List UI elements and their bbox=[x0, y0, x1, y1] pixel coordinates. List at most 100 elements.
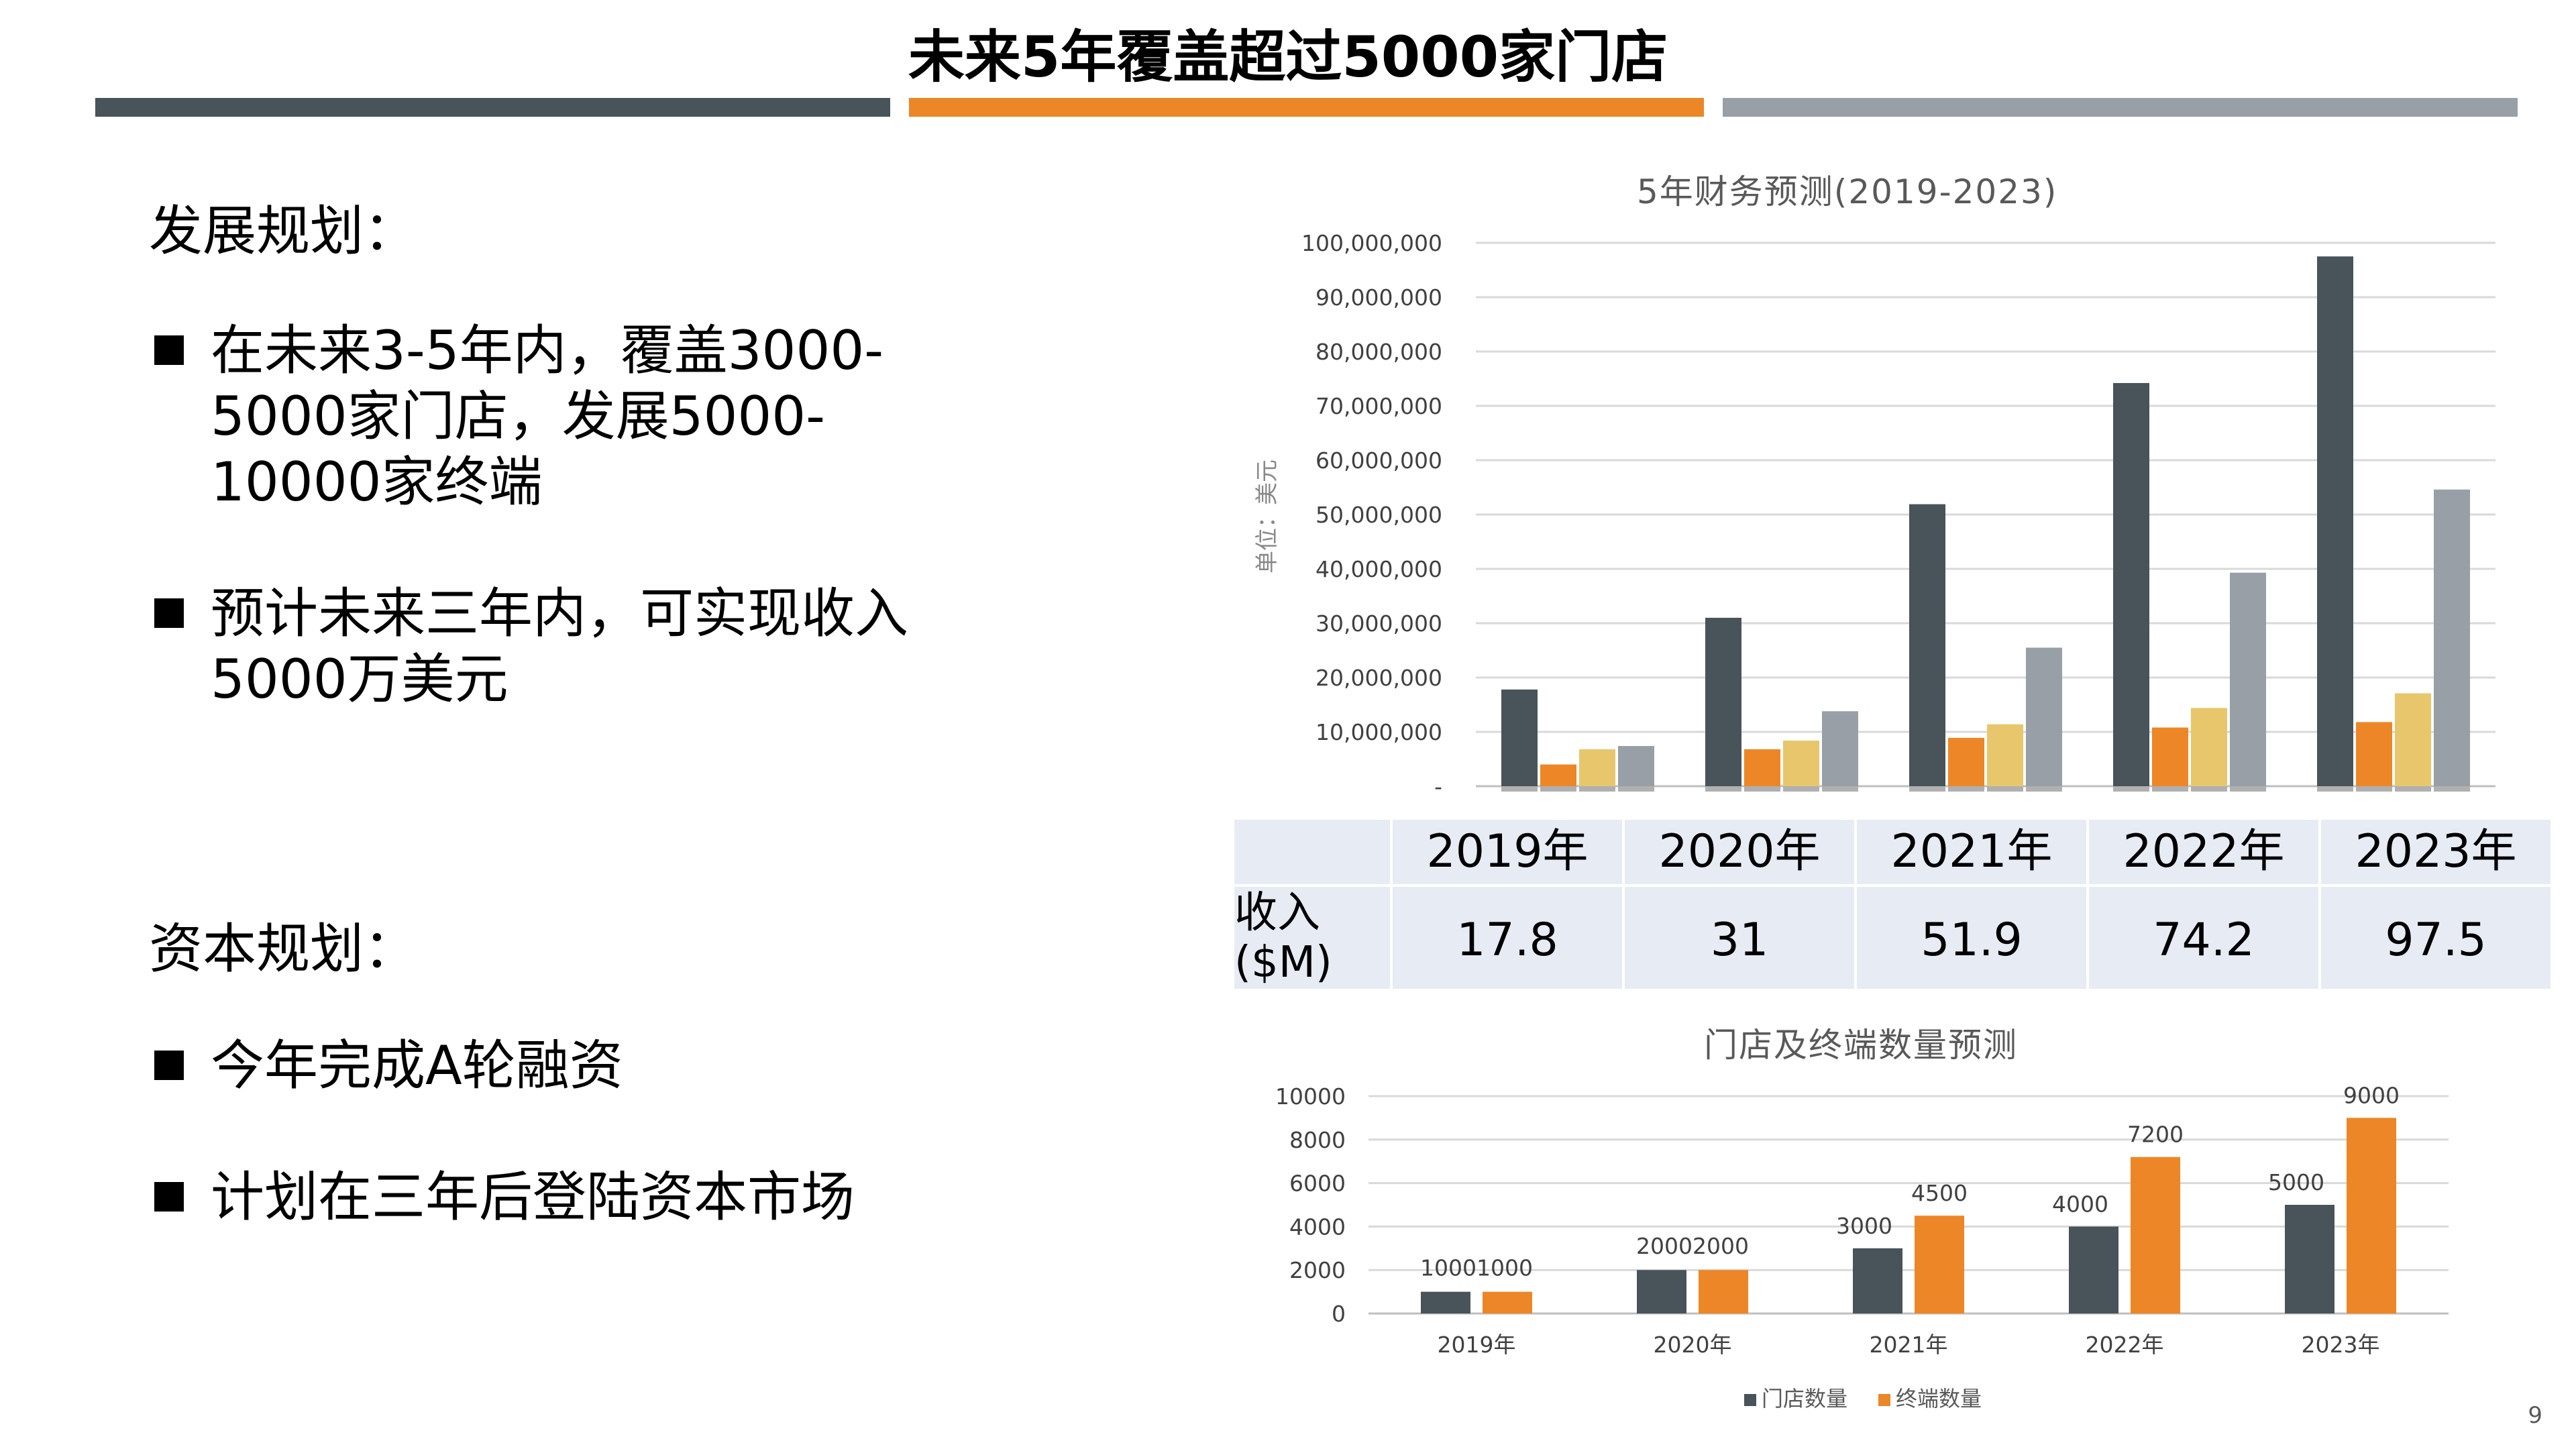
store-data-label: 4500 bbox=[1911, 1180, 1968, 1206]
store-data-label: 5000 bbox=[2268, 1169, 2324, 1195]
store-legend-label: 终端数量 bbox=[1896, 1386, 1982, 1411]
finance-ytick-label: 70,000,000 bbox=[1316, 393, 1442, 419]
finance-ytick-label: 40,000,000 bbox=[1316, 556, 1442, 582]
title-underline-orange bbox=[909, 98, 1704, 117]
finance-bar bbox=[1618, 746, 1654, 786]
finance-bar bbox=[1540, 764, 1576, 786]
store-ytick-label: 2000 bbox=[1289, 1257, 1346, 1283]
revenue-table-value: 74.2 bbox=[2089, 887, 2318, 989]
finance-bar-baseline bbox=[1948, 786, 1984, 792]
finance-bar-baseline bbox=[1909, 786, 1945, 792]
store-ytick-label: 8000 bbox=[1289, 1127, 1346, 1153]
store-bar bbox=[1853, 1248, 1902, 1313]
finance-bar-baseline bbox=[1579, 786, 1615, 792]
development-heading: 发展规划： bbox=[149, 200, 417, 262]
finance-bar-baseline bbox=[2356, 786, 2392, 792]
store-data-label: 4000 bbox=[2052, 1191, 2108, 1217]
finance-bar-baseline bbox=[2191, 786, 2227, 792]
store-bar bbox=[1421, 1291, 1470, 1313]
capital-bullet-2-text: 计划在三年后登陆资本市场 bbox=[211, 1166, 855, 1228]
finance-bar bbox=[2113, 382, 2149, 786]
development-bullet-2-text: 预计未来三年内，可实现收入5000万美元 bbox=[211, 582, 908, 710]
finance-chart-title: 5年财务预测(2019-2023) bbox=[1637, 172, 2058, 211]
finance-bar-baseline bbox=[2152, 786, 2188, 792]
store-forecast-chart: 0 2000 4000 6000 8000 10000 10001000 20002000 3… bbox=[1275, 1082, 2449, 1411]
store-legend-swatch bbox=[1878, 1394, 1890, 1406]
finance-bar-baseline bbox=[1501, 786, 1538, 792]
store-data-label: 10001000 bbox=[1420, 1255, 1533, 1281]
finance-bar-baseline bbox=[2434, 786, 2470, 792]
page-title: 未来5年覆盖超过5000家门店 bbox=[908, 24, 1668, 90]
store-bar bbox=[2069, 1226, 2118, 1313]
finance-bar bbox=[1987, 724, 2023, 786]
finance-bar bbox=[1744, 749, 1780, 786]
store-legend-swatch bbox=[1744, 1394, 1756, 1406]
revenue-table-value: 51.9 bbox=[1857, 887, 2086, 989]
revenue-table-year: 2022年 bbox=[2089, 820, 2318, 884]
title-underline-gray bbox=[1723, 98, 2518, 117]
store-bar bbox=[2285, 1205, 2334, 1313]
finance-bar bbox=[1783, 740, 1819, 786]
revenue-table-value: 17.8 bbox=[1393, 887, 1622, 989]
finance-bar bbox=[2317, 256, 2353, 786]
finance-bar bbox=[1579, 749, 1615, 786]
finance-ytick-label: 10,000,000 bbox=[1316, 719, 1442, 745]
store-bar bbox=[1483, 1291, 1532, 1313]
finance-bar-baseline bbox=[1618, 786, 1654, 792]
bullet-square-icon bbox=[154, 598, 184, 628]
store-ytick-label: 0 bbox=[1332, 1301, 1346, 1327]
finance-ytick-label: 60,000,000 bbox=[1316, 447, 1442, 474]
store-chart-title: 门店及终端数量预测 bbox=[1704, 1026, 2018, 1065]
finance-bar bbox=[2026, 647, 2062, 786]
store-bar bbox=[2131, 1157, 2180, 1313]
revenue-table-year: 2023年 bbox=[2321, 820, 2551, 884]
finance-bar-baseline bbox=[2113, 786, 2149, 792]
bullet-square-icon bbox=[154, 1051, 184, 1080]
finance-bar bbox=[2395, 693, 2431, 786]
store-bar bbox=[1699, 1270, 1748, 1313]
finance-ytick-label: 90,000,000 bbox=[1316, 284, 1442, 311]
finance-bar-baseline bbox=[1540, 786, 1576, 792]
page-number: 9 bbox=[2528, 1402, 2542, 1429]
finance-ytick-label: 20,000,000 bbox=[1316, 665, 1442, 691]
store-xtick-label: 2021年 bbox=[1870, 1332, 1948, 1358]
store-bar bbox=[1915, 1216, 1964, 1313]
store-ytick-label: 10000 bbox=[1275, 1083, 1346, 1110]
bullet-square-icon bbox=[154, 1182, 184, 1212]
finance-bar-baseline bbox=[2230, 786, 2266, 792]
store-bar bbox=[2347, 1118, 2396, 1313]
revenue-table-value: 97.5 bbox=[2321, 887, 2551, 989]
finance-bar bbox=[2191, 708, 2227, 786]
revenue-table-corner bbox=[1234, 820, 1390, 884]
finance-bar-baseline bbox=[1705, 786, 1741, 792]
store-data-label: 7200 bbox=[2127, 1122, 2184, 1148]
store-xtick-label: 2019年 bbox=[1438, 1332, 1516, 1358]
revenue-table-row-label: 收入($M) bbox=[1234, 887, 1390, 989]
finance-ytick-label: 100,000,000 bbox=[1301, 230, 1442, 256]
finance-bar bbox=[1705, 617, 1741, 786]
finance-bar bbox=[1822, 711, 1858, 786]
store-ytick-label: 4000 bbox=[1289, 1214, 1346, 1240]
revenue-row-label-text: 收入($M) bbox=[1234, 888, 1332, 987]
development-bullet-1-text: 在未来3-5年内，覆盖3000-5000家门店，发展5000-10000家终端 bbox=[211, 319, 884, 513]
finance-bar-baseline bbox=[1783, 786, 1819, 792]
store-xtick-label: 2020年 bbox=[1654, 1332, 1732, 1358]
capital-heading: 资本规划： bbox=[149, 918, 417, 980]
revenue-table-value: 31 bbox=[1625, 887, 1854, 989]
finance-bar bbox=[2434, 489, 2470, 786]
finance-forecast-chart: - 10,000,000 20,000,000 30,000,000 40,000,00… bbox=[1254, 230, 2496, 800]
store-xtick-label: 2023年 bbox=[2302, 1332, 2380, 1358]
store-xtick-label: 2022年 bbox=[2086, 1332, 2164, 1358]
finance-bar bbox=[1501, 689, 1538, 786]
finance-bar-baseline bbox=[2395, 786, 2431, 792]
finance-bar bbox=[2152, 727, 2188, 786]
store-data-label: 20002000 bbox=[1636, 1233, 1749, 1259]
bullet-square-icon bbox=[154, 335, 184, 365]
store-data-label: 9000 bbox=[2343, 1082, 2400, 1108]
finance-bar bbox=[1909, 504, 1945, 786]
revenue-table-year: 2021年 bbox=[1857, 820, 2086, 884]
title-underline-dark bbox=[95, 98, 890, 117]
store-legend-label: 门店数量 bbox=[1762, 1386, 1847, 1411]
finance-bar bbox=[2356, 722, 2392, 786]
store-bar bbox=[1637, 1270, 1686, 1313]
